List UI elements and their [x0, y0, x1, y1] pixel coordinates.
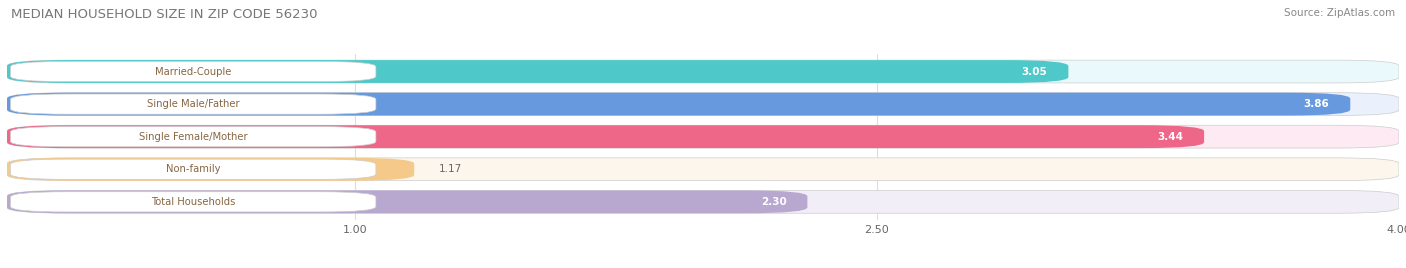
FancyBboxPatch shape: [10, 159, 375, 179]
FancyBboxPatch shape: [7, 125, 1399, 148]
FancyBboxPatch shape: [7, 125, 1204, 148]
FancyBboxPatch shape: [7, 158, 1399, 181]
FancyBboxPatch shape: [7, 93, 1350, 116]
FancyBboxPatch shape: [10, 126, 375, 147]
Text: 3.05: 3.05: [1022, 66, 1047, 77]
Text: 3.86: 3.86: [1303, 99, 1330, 109]
Text: 3.44: 3.44: [1157, 132, 1184, 142]
Text: Total Households: Total Households: [150, 197, 235, 207]
FancyBboxPatch shape: [7, 93, 1399, 116]
FancyBboxPatch shape: [10, 61, 375, 82]
FancyBboxPatch shape: [7, 60, 1399, 83]
FancyBboxPatch shape: [7, 158, 415, 181]
Text: Single Female/Mother: Single Female/Mother: [139, 132, 247, 142]
Text: Married-Couple: Married-Couple: [155, 66, 232, 77]
Text: Source: ZipAtlas.com: Source: ZipAtlas.com: [1284, 8, 1395, 18]
Text: Non-family: Non-family: [166, 164, 221, 174]
FancyBboxPatch shape: [7, 60, 1069, 83]
FancyBboxPatch shape: [7, 191, 1399, 213]
FancyBboxPatch shape: [7, 191, 807, 213]
Text: MEDIAN HOUSEHOLD SIZE IN ZIP CODE 56230: MEDIAN HOUSEHOLD SIZE IN ZIP CODE 56230: [11, 8, 318, 21]
Text: 1.17: 1.17: [439, 164, 461, 174]
Text: 2.30: 2.30: [761, 197, 786, 207]
Text: Single Male/Father: Single Male/Father: [146, 99, 239, 109]
FancyBboxPatch shape: [10, 94, 375, 114]
FancyBboxPatch shape: [10, 192, 375, 212]
